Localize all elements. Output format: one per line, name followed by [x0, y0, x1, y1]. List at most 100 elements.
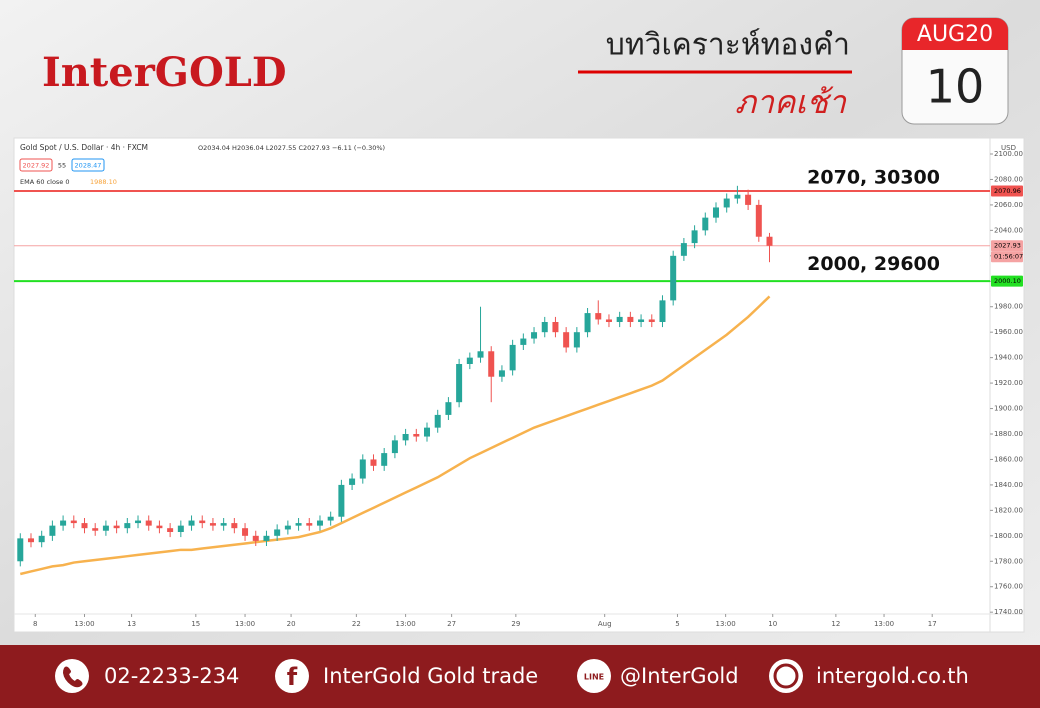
x-tick-label: 13:00: [74, 620, 94, 628]
calendar-top: [902, 18, 1008, 50]
x-tick-label: 13: [127, 620, 136, 628]
candle-body: [584, 313, 591, 333]
candle-body: [638, 319, 645, 322]
candle-body: [745, 194, 752, 205]
x-tick-label: 27: [447, 620, 456, 628]
y-tick-label: 1740.00: [994, 608, 1023, 616]
candle-body: [338, 484, 345, 517]
y-tick-label: 1760.00: [994, 583, 1023, 591]
ema-legend: EMA 60 close 0: [20, 178, 70, 186]
candle-body: [252, 535, 259, 541]
candle-body: [220, 523, 227, 526]
x-tick-label: Aug: [598, 620, 612, 628]
candle-body: [424, 427, 431, 437]
x-tick-label: 8: [33, 620, 37, 628]
x-tick-label: 5: [675, 620, 679, 628]
candle-body: [498, 370, 505, 377]
x-tick-label: 13:00: [874, 620, 894, 628]
line-icon: [577, 659, 611, 693]
facebook-icon: [275, 659, 309, 693]
candle-body: [231, 523, 238, 529]
candle-body: [723, 198, 730, 208]
candle-body: [541, 322, 548, 333]
candle-body: [60, 520, 67, 526]
footer: [0, 645, 1040, 708]
phone-glyph: [63, 666, 83, 688]
annotation: 2000, 29600: [807, 253, 940, 275]
candle-body: [145, 520, 152, 526]
candle-body: [135, 520, 142, 524]
candle-body: [659, 300, 666, 322]
candle-body: [552, 322, 559, 333]
phone-icon: [55, 659, 89, 693]
candle-body: [306, 523, 313, 526]
candle-body: [370, 459, 377, 466]
level-tag: [991, 275, 1023, 287]
candle-body: [456, 364, 463, 403]
y-tick-label: 1960.00: [994, 328, 1023, 336]
candle-body: [466, 357, 473, 364]
calendar-month: AUG20: [917, 22, 993, 47]
candle-body: [702, 217, 709, 231]
candle-body: [188, 520, 195, 526]
level-label: 2027.93: [994, 242, 1021, 250]
candle-body: [209, 523, 216, 526]
candle-body: [242, 528, 249, 536]
y-tick-label: 2080.00: [994, 175, 1023, 183]
candle-body: [263, 535, 270, 541]
calendar-day: 10: [926, 60, 985, 114]
level-tag: [991, 240, 1023, 252]
plot: [14, 185, 990, 576]
candle-body: [17, 538, 24, 562]
line: @InterGold: [620, 664, 739, 688]
candle-body: [349, 478, 356, 485]
candle-body: [167, 528, 174, 532]
x-tick-label: 15: [191, 620, 200, 628]
candle-body: [434, 414, 441, 428]
candle-body: [113, 525, 120, 529]
bid-box: [19, 158, 53, 172]
y-tick-label: 2060.00: [994, 201, 1023, 209]
y-tick-label: 1780.00: [994, 557, 1023, 565]
candle-body: [755, 204, 762, 237]
candle-body: [616, 316, 623, 322]
candle-body: [359, 459, 366, 479]
heading: บทวิเคราะห์ทองคำ: [606, 28, 850, 63]
candle-body: [295, 523, 302, 526]
website: intergold.co.th: [816, 664, 969, 688]
candle-body: [391, 440, 398, 454]
y-tick-label: 1840.00: [994, 481, 1023, 489]
y-tick-label: 1900.00: [994, 405, 1023, 413]
y-tick-label: 2040.00: [994, 226, 1023, 234]
candle-body: [627, 316, 634, 322]
y-tick-label: 1820.00: [994, 506, 1023, 514]
candle-body: [49, 525, 56, 536]
candle-body: [563, 332, 570, 348]
candle-body: [413, 434, 420, 437]
currency: USD: [1001, 144, 1016, 152]
level-label: 2000.10: [994, 277, 1021, 285]
y-tick-label: 1940.00: [994, 354, 1023, 362]
candle-body: [156, 525, 163, 529]
x-tick-label: 12: [831, 620, 840, 628]
candle-body: [70, 520, 77, 524]
x-tick-label: 17: [928, 620, 937, 628]
candle-body: [477, 351, 484, 358]
ohlc-text: O2034.04 H2036.04 L2027.55 C2027.93 −6.1…: [198, 144, 385, 152]
candle-body: [595, 313, 602, 320]
chart-title: Gold Spot / U.S. Dollar · 4h · FXCM: [20, 143, 148, 152]
candle-body: [520, 338, 527, 345]
candle-body: [734, 194, 741, 199]
candle-body: [712, 207, 719, 218]
facebook-glyph: f: [287, 663, 298, 691]
candle-body: [92, 528, 99, 531]
candle-body: [38, 535, 45, 543]
x-tick-label: 29: [511, 620, 520, 628]
y-tick-label: 1920.00: [994, 379, 1023, 387]
y-tick-label: 1860.00: [994, 455, 1023, 463]
level-tag: [991, 185, 1023, 197]
candle-body: [573, 332, 580, 348]
line-glyph: LINE: [584, 673, 604, 682]
candle-body: [445, 402, 452, 415]
